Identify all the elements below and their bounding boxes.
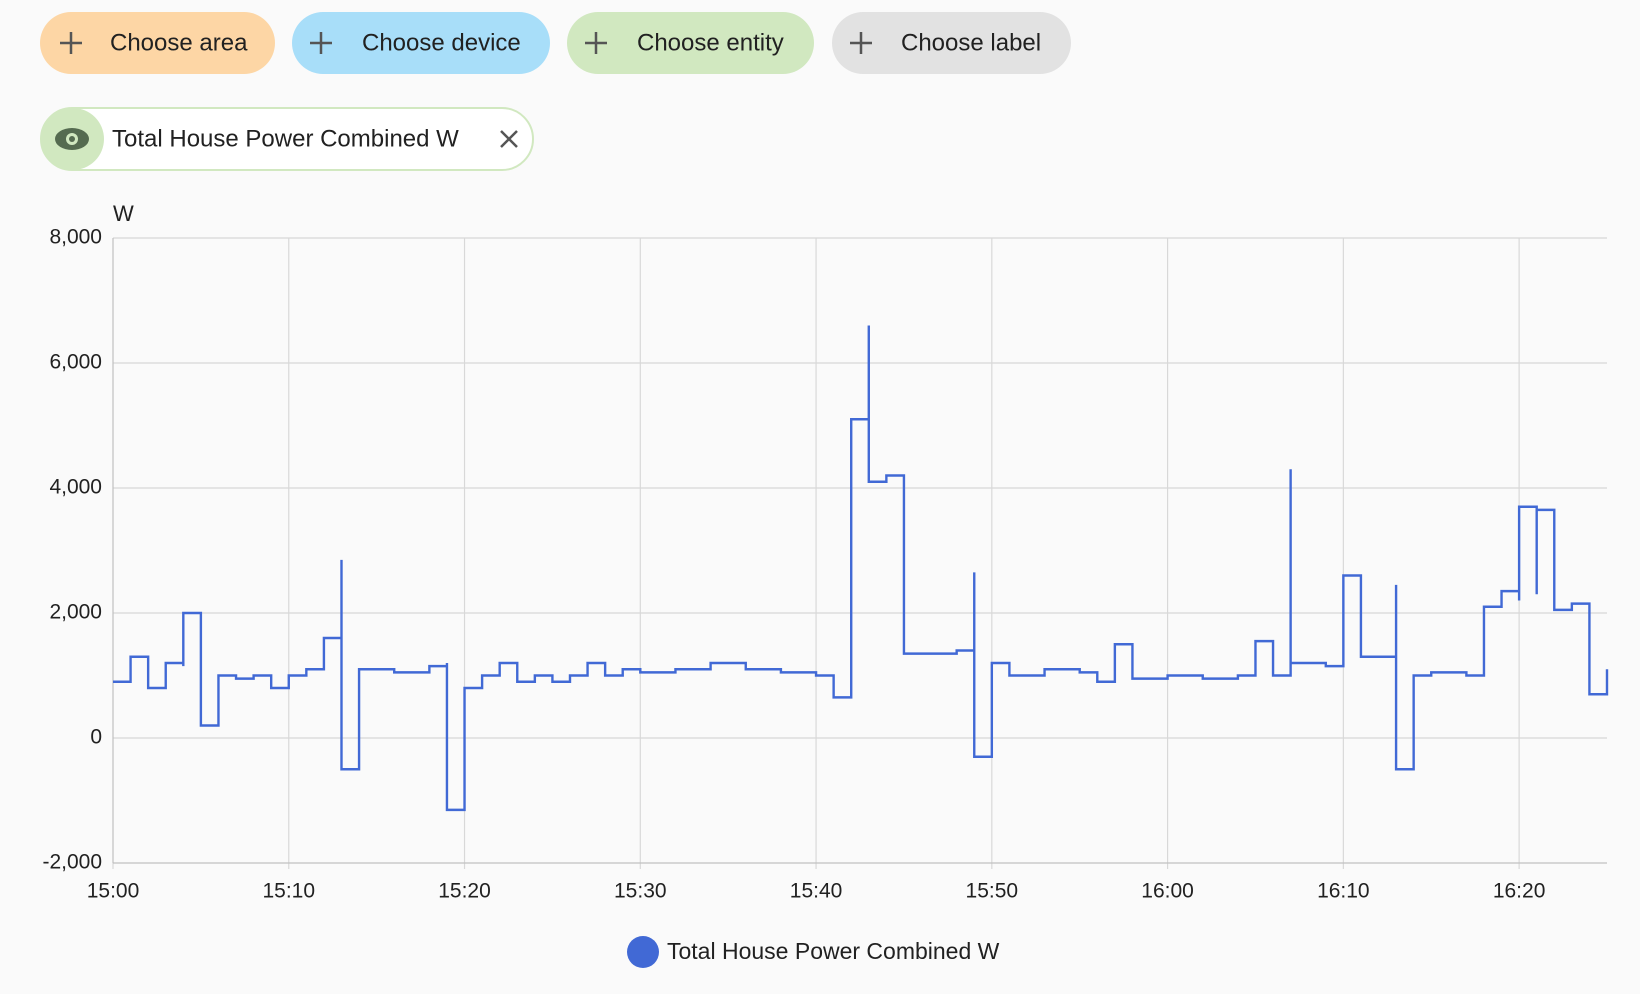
x-tick-label: 16:20 [1493,880,1546,903]
chip-label: Choose label [901,29,1041,56]
legend-label: Total House Power Combined W [667,938,1000,964]
x-tick-label: 15:50 [966,880,1019,903]
x-tick-label: 15:40 [790,880,843,903]
y-tick-label: 6,000 [49,351,102,374]
legend-swatch [627,936,659,968]
x-tick-label: 16:00 [1141,880,1194,903]
y-tick-label: 4,000 [49,476,102,499]
chip-label-filter[interactable]: Choose label [832,12,1071,74]
data-line [113,325,1609,812]
chip-label: Choose entity [637,29,784,56]
chip-device[interactable]: Choose device [292,12,550,74]
chart: W -2,000 0 2,000 4,000 6,000 8,000 15:00 15:10 1… [42,201,1609,968]
y-tick-label: 2,000 [49,601,102,624]
x-tick-label: 16:10 [1317,880,1370,903]
selected-chip[interactable]: Total House Power Combined W [40,107,534,171]
y-tick-label: 8,000 [49,226,102,249]
x-tick-label: 15:00 [87,880,140,903]
y-tick-label: 0 [90,726,102,749]
chip-entity[interactable]: Choose entity [567,12,814,74]
chip-area[interactable]: Choose area [40,12,275,74]
chip-label: Choose area [110,29,248,56]
x-tick-label: 15:10 [262,880,315,903]
x-tick-label: 15:30 [614,880,667,903]
x-tick-label: 15:20 [438,880,491,903]
chip-label: Total House Power Combined W [112,125,459,152]
y-axis-label: W [113,201,134,226]
y-tick-label: -2,000 [42,851,102,874]
remove-icon[interactable] [500,130,518,148]
chip-label: Choose device [362,29,521,56]
